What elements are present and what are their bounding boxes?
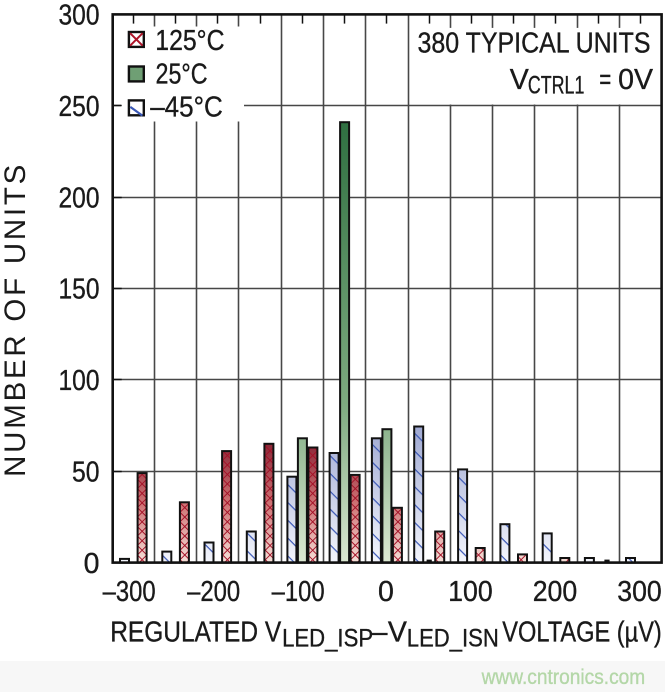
svg-text:LED_ISN: LED_ISN	[407, 625, 499, 653]
svg-text:REGULATED V: REGULATED V	[110, 616, 281, 648]
svg-text:125°C: 125°C	[155, 25, 224, 57]
svg-text:200: 200	[59, 182, 100, 214]
svg-text:www.cntronics.com: www.cntronics.com	[481, 666, 646, 689]
svg-text:100: 100	[59, 365, 100, 397]
svg-text:VOLTAGE (µV): VOLTAGE (µV)	[502, 616, 662, 648]
svg-text:0: 0	[84, 548, 100, 580]
svg-text:250: 250	[59, 91, 100, 123]
svg-text:LED_ISP: LED_ISP	[282, 625, 373, 653]
svg-text:25°C: 25°C	[156, 58, 208, 90]
svg-text:CTRL1: CTRL1	[528, 72, 585, 100]
svg-text:–300: –300	[103, 576, 156, 608]
svg-text:–200: –200	[187, 576, 240, 608]
svg-text:150: 150	[59, 274, 100, 306]
svg-text:300: 300	[617, 576, 662, 608]
svg-text:0: 0	[378, 576, 394, 608]
svg-text:=: =	[599, 64, 611, 96]
svg-text:NUMBER OF UNITS: NUMBER OF UNITS	[0, 162, 32, 477]
svg-text:380 TYPICAL UNITS: 380 TYPICAL UNITS	[418, 27, 651, 59]
svg-text:V: V	[388, 616, 407, 648]
svg-text:–100: –100	[272, 576, 325, 608]
svg-text:0V: 0V	[618, 64, 653, 96]
svg-text:V: V	[510, 64, 529, 96]
svg-text:200: 200	[533, 576, 578, 608]
svg-text:300: 300	[59, 0, 100, 32]
svg-text:100: 100	[448, 576, 493, 608]
svg-text:–45°C: –45°C	[150, 92, 223, 124]
svg-text:–: –	[372, 616, 388, 648]
svg-text:50: 50	[72, 456, 100, 488]
